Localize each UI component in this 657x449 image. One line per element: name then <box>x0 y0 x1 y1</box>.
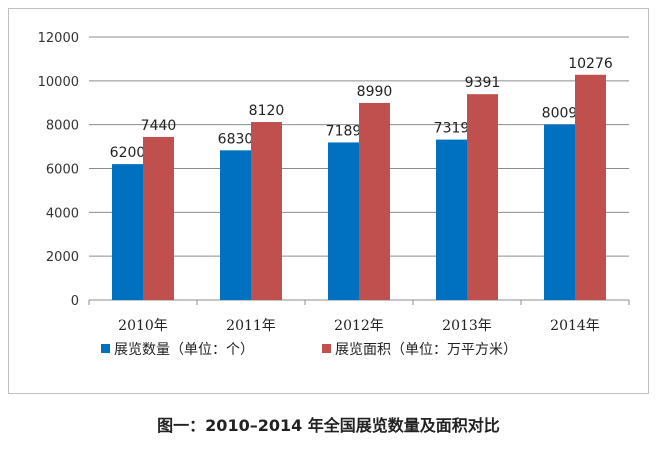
data-label: 7319 <box>434 121 470 137</box>
bar-exhibition-area <box>359 102 390 300</box>
bar-exhibition-count <box>436 139 467 300</box>
legend-swatch <box>101 344 110 353</box>
bar-exhibition-area <box>575 74 606 300</box>
data-label: 7440 <box>141 118 177 134</box>
data-label: 8120 <box>249 103 285 119</box>
bar-exhibition-area <box>251 122 282 300</box>
data-label: 6200 <box>110 145 146 161</box>
y-tick-label: 2000 <box>46 250 79 265</box>
legend-swatch <box>322 344 331 353</box>
data-label: 7189 <box>326 123 362 139</box>
bar-exhibition-count <box>328 142 359 300</box>
x-tick-label: 2010年 <box>118 318 168 334</box>
data-label: 6830 <box>218 131 254 147</box>
chart-frame: 0 2000 4000 6000 8000 10000 12000 2010年 6200 7440… <box>8 8 649 394</box>
y-tick-label: 10000 <box>38 75 79 90</box>
bar-exhibition-count <box>112 164 143 300</box>
x-tick-label: 2011年 <box>226 318 276 334</box>
y-tick-label: 8000 <box>46 119 79 134</box>
legend-label: 展览数量（单位：个） <box>114 342 254 358</box>
x-tick-label: 2012年 <box>334 318 384 334</box>
bar-exhibition-area <box>143 136 174 300</box>
y-tick-label: 6000 <box>46 163 79 178</box>
data-label: 9391 <box>465 75 501 91</box>
y-tick-label: 0 <box>71 294 79 309</box>
bar-exhibition-area <box>467 94 498 301</box>
figure-caption: 图一：2010–2014 年全国展览数量及面积对比 <box>157 416 500 435</box>
bar-exhibition-count <box>220 150 251 300</box>
legend-label: 展览面积（单位：万平方米） <box>335 342 517 358</box>
x-tick-label: 2014年 <box>550 318 600 334</box>
y-tick-label: 4000 <box>46 206 79 221</box>
data-label: 8009 <box>542 105 578 121</box>
x-tick-label: 2013年 <box>442 318 492 334</box>
data-label: 10276 <box>568 56 613 72</box>
bar-exhibition-count <box>544 124 575 300</box>
y-tick-label: 12000 <box>38 31 79 46</box>
bar-chart: 0 2000 4000 6000 8000 10000 12000 2010年 6200 7440… <box>38 31 630 358</box>
data-label: 8990 <box>357 84 393 100</box>
